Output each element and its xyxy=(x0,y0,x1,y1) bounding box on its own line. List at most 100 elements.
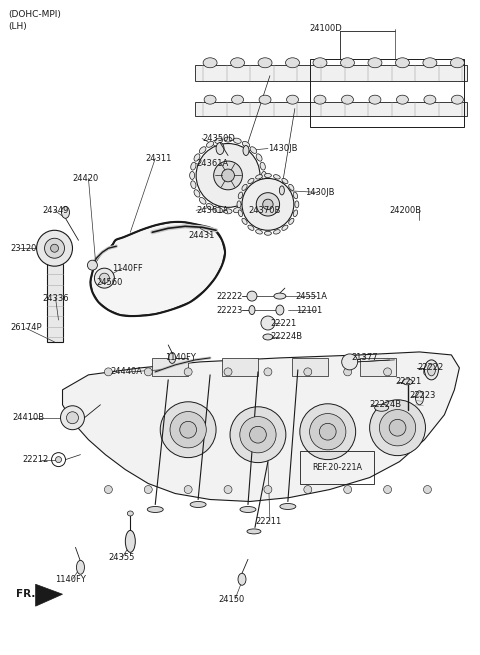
Circle shape xyxy=(370,400,425,456)
Ellipse shape xyxy=(264,231,271,235)
Ellipse shape xyxy=(224,209,232,214)
Bar xyxy=(47,248,62,342)
Text: 24361A: 24361A xyxy=(196,159,228,168)
Ellipse shape xyxy=(249,306,255,314)
Ellipse shape xyxy=(206,141,214,147)
Circle shape xyxy=(423,368,432,376)
Ellipse shape xyxy=(242,218,247,225)
Ellipse shape xyxy=(238,192,242,199)
Text: 24551A: 24551A xyxy=(296,291,328,301)
Ellipse shape xyxy=(230,58,244,67)
Polygon shape xyxy=(90,222,225,316)
Circle shape xyxy=(87,260,97,270)
Text: 22221: 22221 xyxy=(396,377,422,386)
Ellipse shape xyxy=(242,184,247,191)
Text: 24410B: 24410B xyxy=(12,413,45,422)
Ellipse shape xyxy=(204,95,216,104)
Text: 22222: 22222 xyxy=(216,291,242,301)
Circle shape xyxy=(60,406,84,430)
Circle shape xyxy=(104,485,112,493)
Ellipse shape xyxy=(286,58,300,67)
Circle shape xyxy=(304,485,312,493)
Bar xyxy=(195,102,468,116)
Circle shape xyxy=(45,238,64,258)
Ellipse shape xyxy=(194,154,200,161)
Ellipse shape xyxy=(242,141,250,147)
Ellipse shape xyxy=(263,334,273,340)
Circle shape xyxy=(50,244,59,252)
Ellipse shape xyxy=(256,190,262,197)
Circle shape xyxy=(247,291,257,301)
Text: 22223: 22223 xyxy=(409,391,436,400)
Text: 24349: 24349 xyxy=(43,206,69,215)
Circle shape xyxy=(310,413,346,450)
Ellipse shape xyxy=(238,210,242,217)
Circle shape xyxy=(344,368,352,376)
Text: 12101: 12101 xyxy=(296,305,322,314)
Text: 24200B: 24200B xyxy=(390,206,422,215)
Text: 24440A: 24440A xyxy=(110,367,143,377)
Circle shape xyxy=(230,407,286,462)
Ellipse shape xyxy=(256,154,262,161)
Ellipse shape xyxy=(279,186,284,195)
Circle shape xyxy=(264,368,272,376)
Text: 22224B: 22224B xyxy=(370,400,402,409)
Ellipse shape xyxy=(260,162,265,170)
Circle shape xyxy=(224,368,232,376)
Ellipse shape xyxy=(243,145,249,155)
Text: 22222: 22222 xyxy=(418,364,444,373)
Text: 26174P: 26174P xyxy=(11,324,42,333)
Circle shape xyxy=(242,178,294,231)
Ellipse shape xyxy=(61,206,70,218)
Ellipse shape xyxy=(190,172,194,179)
Text: 24420: 24420 xyxy=(72,174,99,183)
Text: 24361A: 24361A xyxy=(196,206,228,215)
Ellipse shape xyxy=(274,293,286,299)
Ellipse shape xyxy=(264,174,271,178)
Ellipse shape xyxy=(424,360,438,380)
Polygon shape xyxy=(62,352,459,502)
Ellipse shape xyxy=(276,305,284,315)
Circle shape xyxy=(319,423,336,440)
Ellipse shape xyxy=(368,58,382,67)
Ellipse shape xyxy=(250,198,257,204)
Text: REF.20-221A: REF.20-221A xyxy=(312,463,362,472)
Ellipse shape xyxy=(256,230,263,234)
Ellipse shape xyxy=(396,95,408,104)
Text: 24431: 24431 xyxy=(188,231,215,240)
Ellipse shape xyxy=(295,201,299,208)
Ellipse shape xyxy=(396,58,409,67)
Text: 1430JB: 1430JB xyxy=(305,188,334,197)
Circle shape xyxy=(36,231,72,266)
Circle shape xyxy=(222,169,234,182)
Text: (DOHC-MPI): (DOHC-MPI) xyxy=(9,10,61,20)
Ellipse shape xyxy=(190,502,206,508)
Ellipse shape xyxy=(199,198,206,204)
Circle shape xyxy=(214,161,242,190)
Circle shape xyxy=(196,143,260,208)
Circle shape xyxy=(389,419,406,436)
Ellipse shape xyxy=(203,58,217,67)
Ellipse shape xyxy=(125,531,135,552)
Ellipse shape xyxy=(282,225,288,231)
Ellipse shape xyxy=(369,95,381,104)
Ellipse shape xyxy=(262,172,266,179)
Ellipse shape xyxy=(206,204,214,210)
Ellipse shape xyxy=(274,230,280,234)
Ellipse shape xyxy=(403,379,412,385)
Text: (LH): (LH) xyxy=(9,22,27,31)
Ellipse shape xyxy=(288,218,294,225)
Text: 24370B: 24370B xyxy=(248,206,280,215)
Ellipse shape xyxy=(215,138,223,143)
Circle shape xyxy=(67,412,78,424)
Ellipse shape xyxy=(247,529,261,534)
Ellipse shape xyxy=(340,58,354,67)
Polygon shape xyxy=(36,584,62,606)
Circle shape xyxy=(170,411,206,448)
Ellipse shape xyxy=(280,504,296,510)
Bar xyxy=(360,358,396,376)
Ellipse shape xyxy=(248,225,254,231)
Circle shape xyxy=(144,485,152,493)
Text: 24100D: 24100D xyxy=(310,24,343,33)
Ellipse shape xyxy=(233,138,241,143)
